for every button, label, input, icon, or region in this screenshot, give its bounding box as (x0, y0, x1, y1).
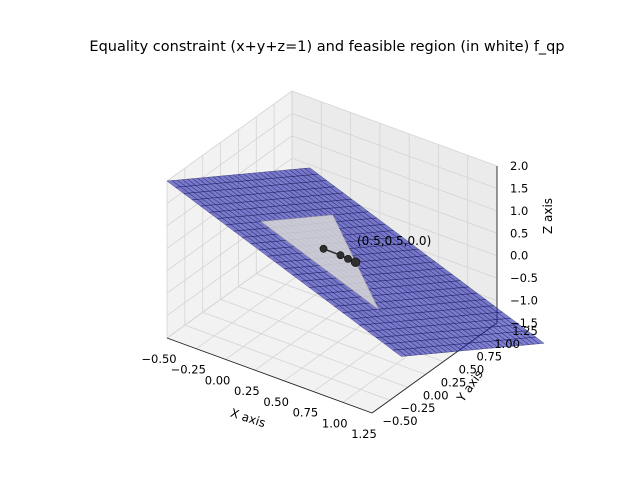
grid-line (291, 135, 498, 212)
z-tick-label: 1.5 (510, 181, 528, 195)
grid-line (220, 299, 426, 375)
z-tick-label: 0.5 (510, 226, 528, 240)
y-tick-label: −0.50 (382, 414, 417, 428)
x-axis-line (166, 337, 373, 414)
grid-line (166, 247, 293, 339)
x-tick-label: 0.00 (205, 373, 231, 387)
x-tick-label: −0.50 (141, 352, 176, 366)
x-tick-label: 0.50 (263, 395, 289, 409)
grid-line (184, 324, 390, 401)
plane-surface (166, 167, 545, 357)
path-series (319, 244, 361, 267)
grid-line (291, 90, 498, 167)
chart-title: Equality constraint (x+y+z=1) and feasib… (89, 39, 564, 55)
y-tick-label: 0.00 (423, 388, 449, 402)
y-tick-label: 0.25 (441, 375, 467, 389)
point-annotation: (0.5,0.5,0.0) (357, 234, 431, 248)
grid-line (291, 113, 498, 189)
x-tick-label: −0.25 (171, 363, 206, 377)
grid-line (202, 311, 408, 388)
grid-line (291, 157, 498, 234)
z-tick-label: −0.5 (510, 271, 538, 285)
z-tick-label: 2.0 (510, 159, 528, 173)
y-tick-label: 1.25 (512, 324, 538, 338)
y-tick-label: 0.75 (476, 350, 502, 364)
z-tick-label: −1.5 (510, 316, 538, 330)
path-point (336, 251, 345, 260)
plane-cell (530, 336, 545, 345)
grid-line (166, 90, 293, 182)
tick-labels: −0.50−0.250.000.250.500.751.001.25−0.50−… (141, 159, 538, 441)
y-tick-label: 1.00 (494, 337, 520, 351)
z-tick-label: 1.0 (510, 204, 528, 218)
path-point (344, 254, 352, 263)
path-point (319, 244, 328, 253)
x-tick-label: 1.00 (322, 416, 348, 430)
path-end-point (350, 257, 361, 267)
z-tick-label: −1.0 (510, 294, 538, 308)
y-tick-label: −0.25 (400, 401, 435, 415)
x-tick-label: 0.75 (293, 406, 319, 420)
y-tick-label: 0.50 (459, 363, 485, 377)
x-tick-label: 0.25 (234, 384, 260, 398)
pane-floor (167, 248, 497, 413)
z-axis-label: Z axis (541, 198, 555, 234)
x-tick-label: 1.25 (351, 427, 377, 441)
z-tick-label: 0.0 (510, 249, 528, 263)
